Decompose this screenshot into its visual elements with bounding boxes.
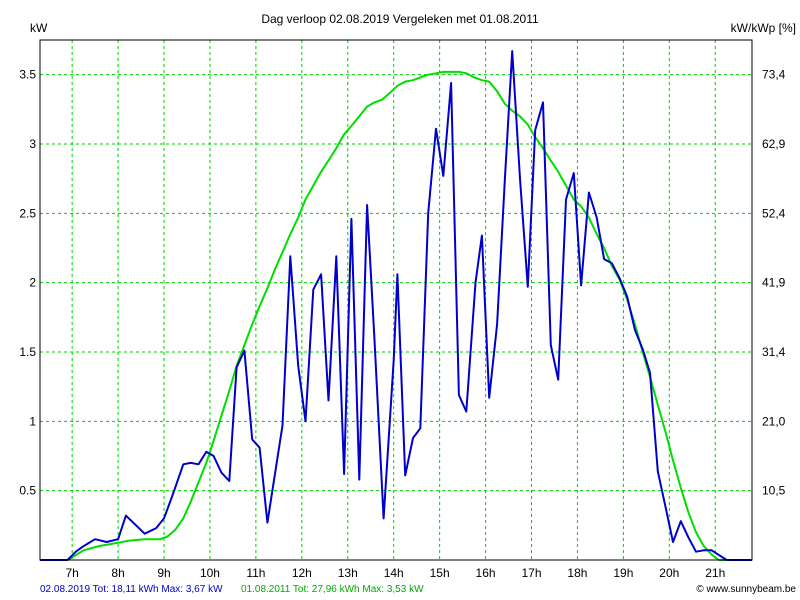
x-tick-label: 18h [567,566,587,580]
x-tick-label: 9h [157,566,170,580]
x-tick-label: 17h [521,566,541,580]
y-left-tick-label: 0.5 [19,484,36,498]
axis-ticks: 7h 8h 9h 10h 11h 12h 13h 14h 15h 16h 17h 18h 19h 20h 2… [19,68,785,580]
y-right-axis-label: kW/kWp [%] [731,21,796,35]
chart-title: Dag verloop 02.08.2019 Vergeleken met 01… [261,12,539,26]
series-line-02.08.2019 [40,50,752,561]
x-tick-label: 20h [659,566,679,580]
y-right-tick-label: 31,4 [762,345,786,359]
plot-frame [39,39,753,561]
legend-series-2: 01.08.2011 Tot: 27,96 kWh Max: 3,53 kW [241,584,424,595]
x-tick-label: 12h [292,566,312,580]
y-left-tick-label: 1.5 [19,345,36,359]
series-lines [40,50,752,561]
legend-series-1: 02.08.2019 Tot: 18,11 kWh Max: 3,67 kW [40,584,223,595]
x-tick-label: 16h [476,566,496,580]
y-right-tick-label: 52,4 [762,206,786,220]
y-right-tick-label: 21,0 [762,414,786,428]
y-left-tick-label: 2 [29,276,36,290]
x-tick-label: 14h [384,566,404,580]
grid-lines [40,40,752,560]
x-tick-label: 11h [246,566,265,580]
y-right-tick-label: 73,4 [762,68,786,82]
y-right-tick-label: 41,9 [762,276,786,290]
y-left-tick-label: 2.5 [19,206,36,220]
x-tick-label: 15h [430,566,450,580]
y-right-tick-label: 62,9 [762,137,786,151]
x-tick-label: 7h [65,566,78,580]
x-tick-label: 13h [338,566,358,580]
x-tick-label: 8h [111,566,124,580]
watermark: © www.sunnybeam.be [696,584,796,595]
x-tick-label: 19h [613,566,633,580]
y-left-tick-label: 1 [29,414,36,428]
y-left-tick-label: 3 [29,137,36,151]
y-left-axis-label: kW [30,21,48,35]
y-right-tick-label: 10,5 [762,484,786,498]
y-left-tick-label: 3.5 [19,68,36,82]
x-tick-label: 21h [705,566,725,580]
x-tick-label: 10h [200,566,220,580]
